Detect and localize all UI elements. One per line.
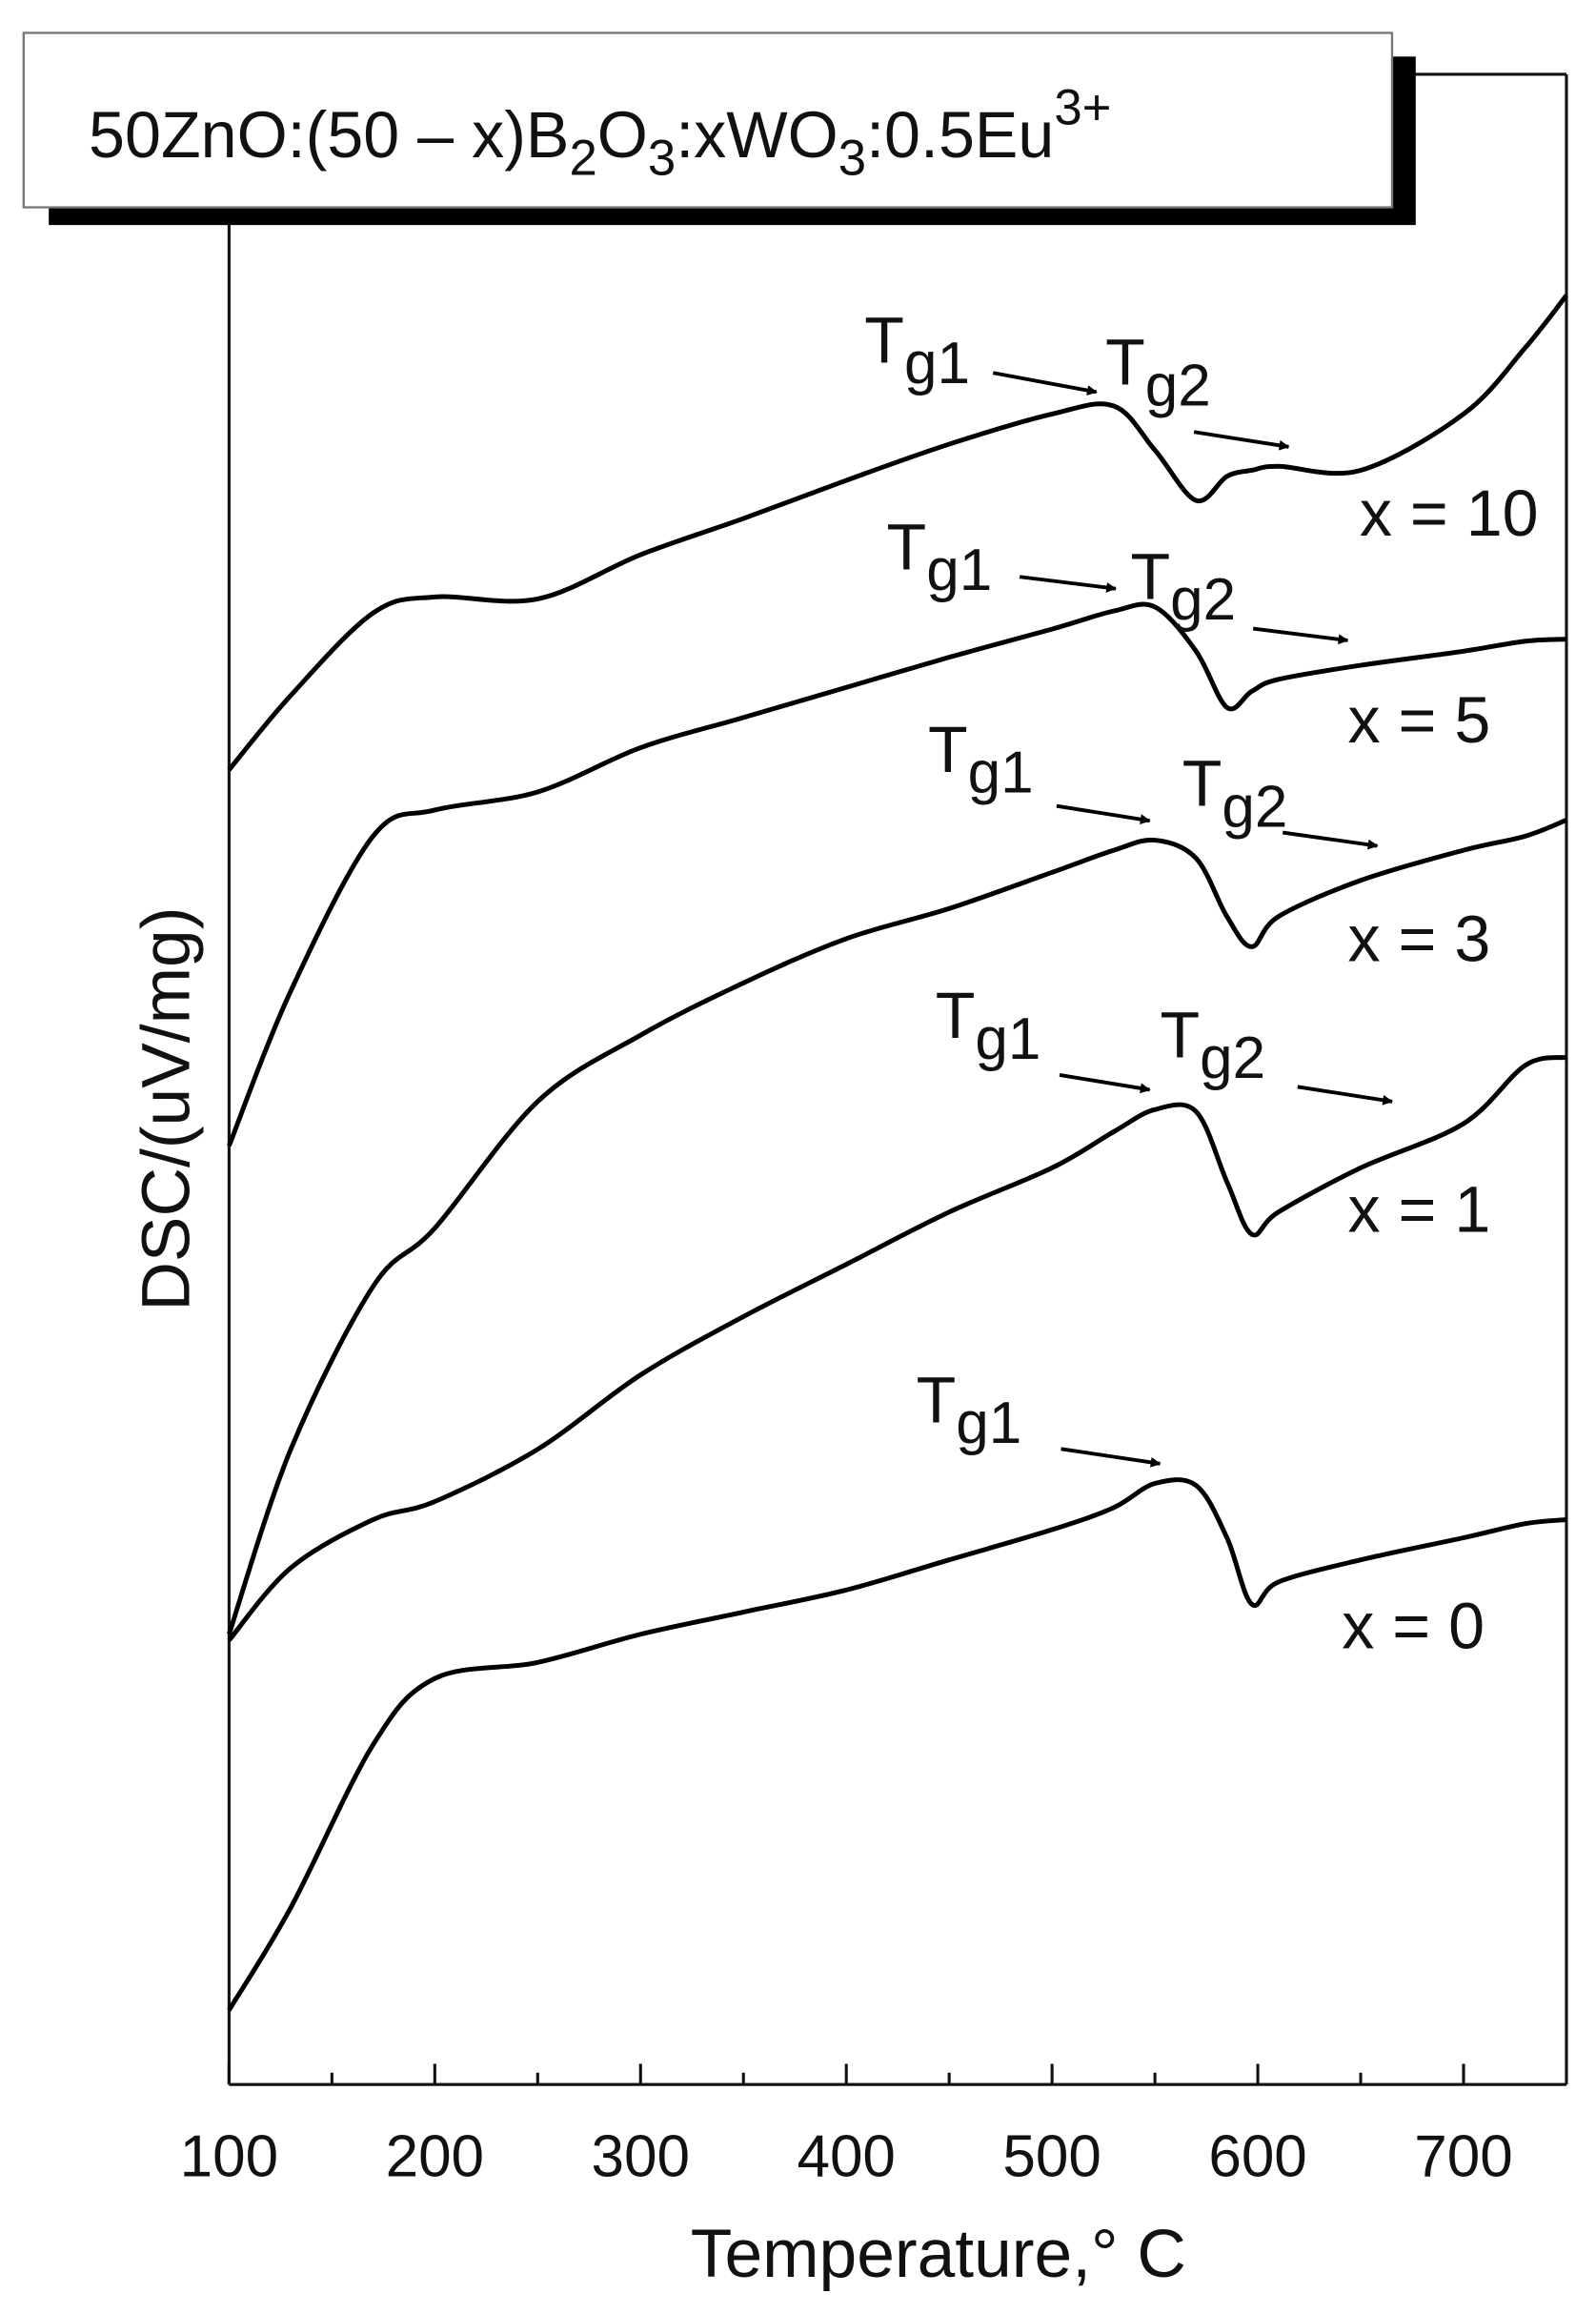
- annotation-arrow: [1282, 830, 1379, 850]
- annotation-arrow: [992, 371, 1098, 396]
- annotation: Tg1: [864, 304, 970, 396]
- series-label: x = 0: [1342, 1591, 1485, 1663]
- dsc-curve: [227, 601, 1567, 1147]
- annotation-sub: g1: [975, 1006, 1040, 1072]
- x-tick-label: 200: [386, 2123, 484, 2189]
- annotation: Tg2: [1105, 327, 1211, 419]
- annotation-sub: g1: [968, 741, 1034, 806]
- title-sup: 3+: [1054, 80, 1111, 136]
- title-sub: 2: [569, 130, 596, 186]
- annotation-text: T: [1105, 327, 1145, 399]
- annotation-text: T: [928, 714, 968, 786]
- title-sub: 3: [648, 130, 676, 186]
- annotation-arrow: [1252, 626, 1349, 645]
- annotation-arrow: [1297, 1085, 1394, 1106]
- annotation-text: T: [917, 1364, 957, 1436]
- annotation-arrow: [1059, 1073, 1151, 1094]
- dsc-curve: [227, 818, 1567, 1635]
- x-tick-label: 100: [180, 2123, 278, 2189]
- title-part: :0.5Eu: [866, 99, 1054, 172]
- dsc-curve: [227, 1054, 1567, 1642]
- title-part: O: [597, 99, 648, 172]
- annotation: Tg1: [928, 714, 1034, 806]
- annotation-sub: g2: [1170, 567, 1236, 633]
- annotation-text: T: [887, 512, 927, 584]
- series-label: x = 5: [1347, 684, 1490, 757]
- series-label: x = 10: [1360, 477, 1539, 550]
- x-tick-label: 600: [1208, 2123, 1306, 2189]
- title-part: 50ZnO:(50 – x)B: [89, 99, 569, 172]
- annotation-sub: g2: [1200, 1025, 1265, 1091]
- annotation-sub: g2: [1222, 774, 1287, 840]
- x-tick-label: 300: [592, 2123, 690, 2189]
- annotation-arrow: [1193, 430, 1290, 451]
- annotation-text: T: [1182, 748, 1222, 821]
- annotation-arrow: [1061, 1447, 1162, 1468]
- series-label: x = 1: [1347, 1173, 1490, 1246]
- dsc-curve: [227, 294, 1568, 772]
- annotation: Tg1: [917, 1364, 1022, 1456]
- title-sub: 3: [838, 130, 866, 186]
- x-axis-label: Temperature,° C: [691, 2216, 1186, 2292]
- annotation-text: T: [864, 304, 904, 376]
- annotation-arrow: [1056, 803, 1151, 824]
- annotation-sub: g1: [956, 1390, 1021, 1456]
- annotation: Tg2: [1182, 748, 1288, 841]
- annotation: Tg1: [936, 980, 1041, 1072]
- x-tick-label: 700: [1414, 2123, 1512, 2189]
- annotation-sub: g1: [926, 538, 992, 603]
- dsc-curve: [227, 1477, 1567, 2012]
- annotation-text: T: [1160, 999, 1200, 1071]
- annotation-text: T: [1130, 541, 1170, 614]
- title-box: [22, 31, 1394, 209]
- title-part: :xWO: [676, 99, 838, 172]
- y-axis-label: DSC/(uV/mg): [129, 907, 205, 1311]
- annotation-arrow: [1019, 575, 1118, 593]
- annotation: Tg2: [1130, 541, 1236, 634]
- annotation: Tg1: [887, 512, 993, 604]
- annotation-text: T: [936, 980, 976, 1052]
- annotation-sub: g2: [1145, 353, 1211, 418]
- x-tick-label: 400: [797, 2123, 895, 2189]
- annotation: Tg2: [1160, 999, 1265, 1091]
- x-tick-label: 500: [1002, 2123, 1101, 2189]
- series-label: x = 3: [1347, 903, 1490, 976]
- chart-title: 50ZnO:(50 – x)B2O3:xWO3:0.5Eu3+: [89, 80, 1111, 187]
- annotation-sub: g1: [904, 331, 970, 396]
